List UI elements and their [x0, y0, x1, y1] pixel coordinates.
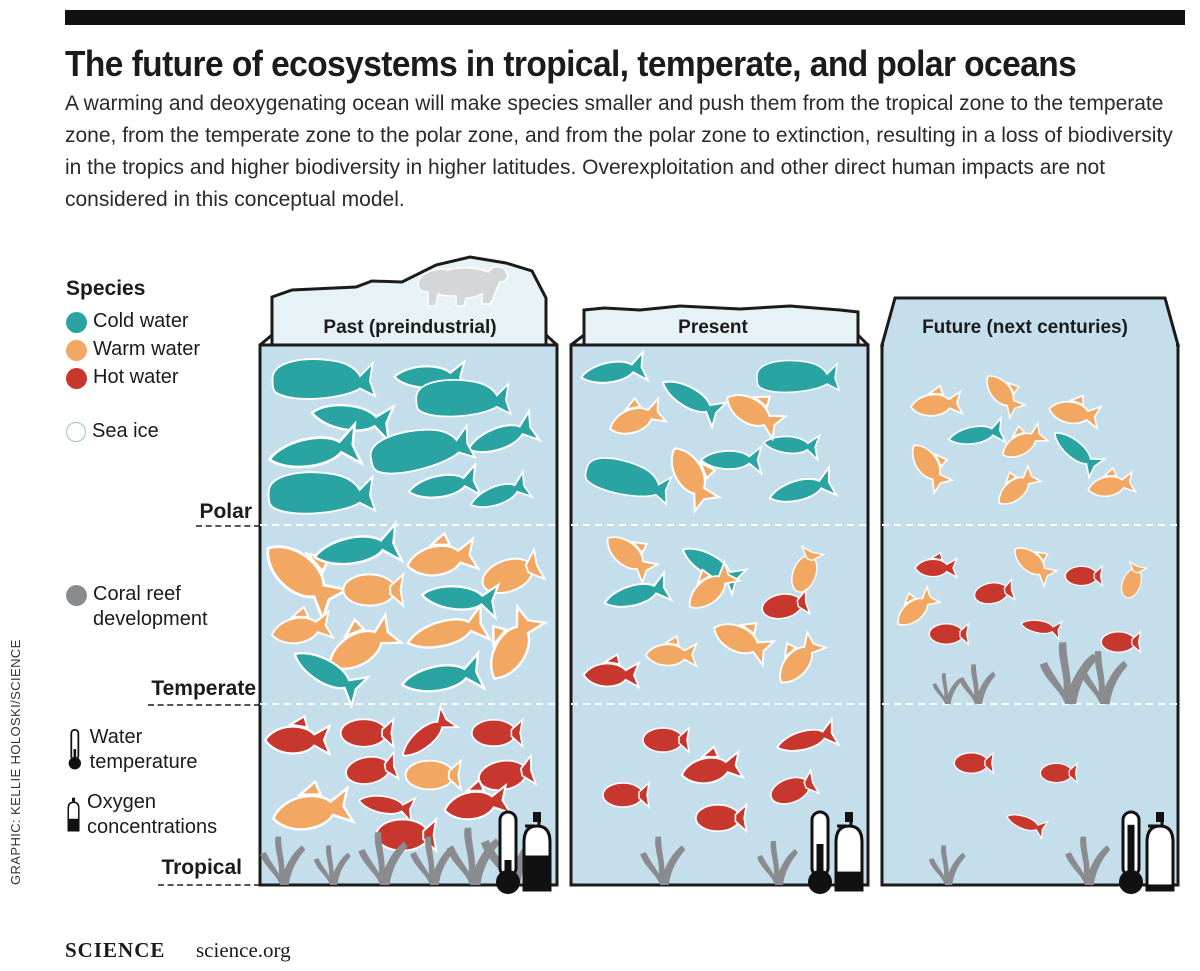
temperature-oxygen-gauge-present — [808, 810, 864, 894]
thermometer-icon — [68, 728, 81, 770]
warm-water-dot-icon — [66, 340, 87, 361]
panel-title-present: Present — [678, 317, 748, 338]
top-rule — [65, 10, 1185, 25]
publisher-logo: SCIENCE — [65, 938, 166, 962]
thermometer-present-icon — [808, 810, 832, 894]
panel-title-past: Past (preindustrial) — [323, 317, 496, 338]
legend-sea-ice-label: Sea ice — [92, 420, 159, 442]
panel-title-future: Future (next centuries) — [922, 317, 1128, 338]
temperature-level-future — [1127, 824, 1135, 876]
legend-cold: Cold water — [66, 309, 189, 334]
coral-dot-icon — [66, 585, 87, 606]
thermometer-future-icon — [1119, 810, 1143, 894]
zone-label-tropical: Tropical — [161, 856, 242, 879]
oxygen-tank-past-icon — [522, 812, 552, 892]
oxygen-tank-icon — [67, 797, 80, 832]
temperature-oxygen-gauge-future — [1119, 810, 1175, 894]
legend-hot: Hot water — [66, 365, 179, 390]
panel-past: Past (preindustrial) — [254, 255, 559, 894]
temperature-oxygen-gauge-past — [496, 810, 552, 894]
sea-ice-dot-icon — [66, 422, 86, 442]
zone-line-polar — [196, 525, 260, 527]
panel-present: Present — [569, 304, 870, 894]
temperature-level-past — [504, 860, 512, 876]
legend-coral-label: Coral reef development — [93, 583, 208, 630]
polar-bear-icon — [417, 266, 509, 307]
zone-label-temperate: Temperate — [151, 677, 256, 700]
legend-heading: Species — [66, 277, 146, 300]
legend-oxygen: Oxygen concentrations — [66, 790, 241, 840]
panel-future: Future (next centuries) — [880, 296, 1180, 894]
legend-warm: Warm water — [66, 337, 200, 362]
thermometer-past-icon — [496, 810, 520, 894]
legend-water-temp-label: Water temperature — [89, 726, 198, 773]
zone-line-tropical — [158, 884, 260, 886]
legend-water-temp: Water temperature — [66, 725, 236, 775]
water-column-future — [880, 343, 1180, 887]
legend-hot-label: Hot water — [93, 366, 179, 388]
oxygen-tank-present-icon — [834, 812, 864, 892]
oxygen-level-present — [837, 871, 861, 890]
figure-title: The future of ecosystems in tropical, te… — [65, 43, 1077, 84]
figure-subtitle: A warming and deoxygenating ocean will m… — [65, 92, 1173, 211]
oxygen-tank-future-icon — [1145, 812, 1175, 892]
cold-water-dot-icon — [66, 312, 87, 333]
oxygen-level-past — [525, 855, 549, 890]
zone-line-temperate — [148, 704, 260, 706]
legend-oxygen-label: Oxygen concentrations — [87, 791, 218, 838]
temperature-level-present — [816, 844, 824, 876]
zone-label-polar: Polar — [199, 500, 252, 523]
hot-water-dot-icon — [66, 368, 87, 389]
legend-cold-label: Cold water — [93, 310, 189, 332]
legend-warm-label: Warm water — [93, 338, 201, 360]
oxygen-level-future — [1148, 884, 1172, 890]
legend-sea-ice: Sea ice — [66, 419, 159, 444]
publisher-url: science.org — [196, 938, 291, 962]
legend-coral: Coral reef development — [66, 582, 236, 632]
